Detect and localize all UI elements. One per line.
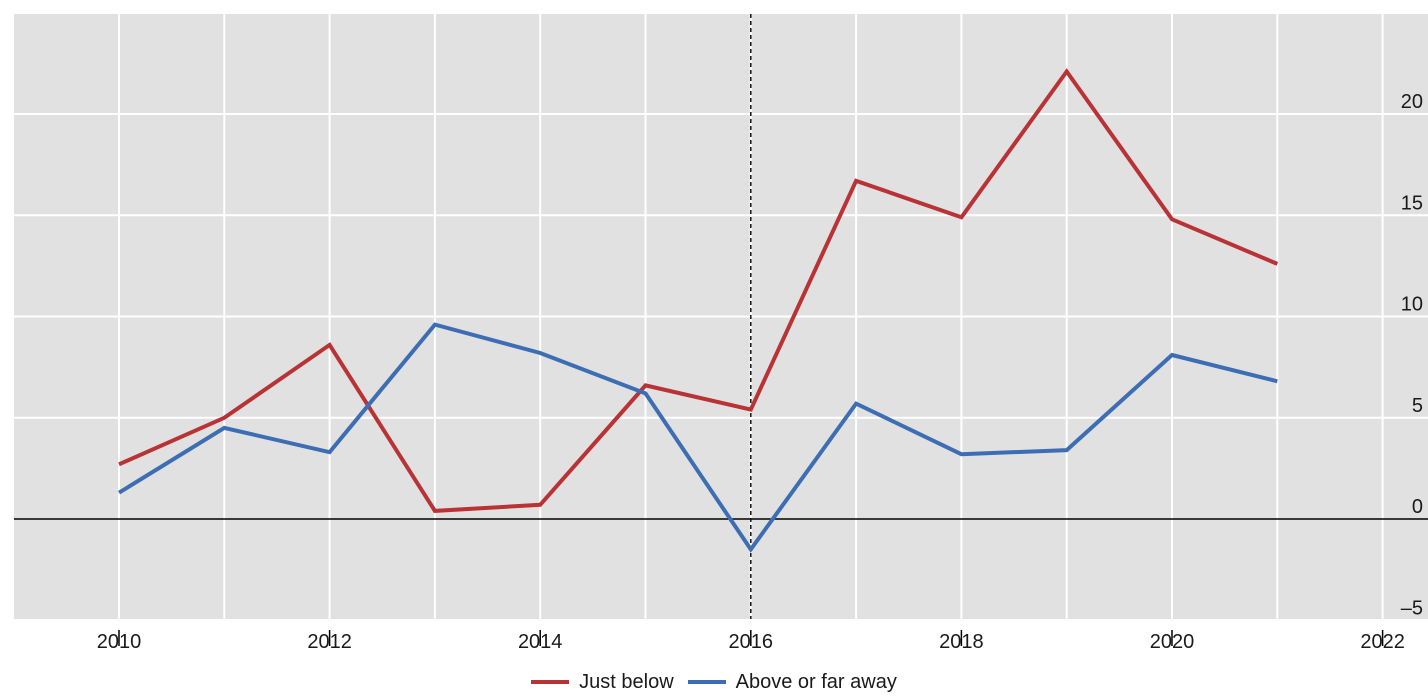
y-tick-label-neg5: –5: [1401, 597, 1423, 619]
y-tick-label-15: 15: [1401, 192, 1423, 214]
legend-item-above-or-far-away: Above or far away: [687, 670, 897, 694]
x-tick-label-2010: 2010: [97, 631, 142, 653]
legend-swatch-above-or-far-away: [687, 680, 726, 684]
grid-lines: [14, 14, 1428, 619]
series-line-just-below: [118, 68, 1279, 513]
x-tick-label-2014: 2014: [518, 631, 563, 653]
reference-lines: [14, 14, 1428, 619]
series-line-above-or-far-away: [117, 322, 1278, 553]
tick-labels: 2010 2012 2014 2016 2018 2020 2022 20 15 10 5 0 –5: [97, 91, 1423, 653]
legend-label-just-below: Just below: [579, 670, 674, 693]
legend-swatch-just-below: [531, 680, 570, 684]
legend-label-above-or-far-away: Above or far away: [735, 670, 897, 693]
x-tick-label-2020: 2020: [1150, 631, 1195, 653]
axis-ticks: [118, 630, 1384, 646]
x-tick-label-2018: 2018: [939, 631, 984, 653]
x-tick-label-2012: 2012: [307, 631, 352, 653]
y-tick-label-10: 10: [1401, 294, 1423, 316]
series-lines: [117, 68, 1279, 553]
legend-item-just-below: Just below: [531, 671, 674, 694]
legend: Just below Above or far away: [0, 668, 1428, 696]
x-tick-label-2016: 2016: [729, 631, 774, 653]
y-tick-label-0: 0: [1412, 496, 1423, 518]
y-tick-label-20: 20: [1401, 91, 1423, 113]
x-tick-label-2022: 2022: [1360, 631, 1405, 653]
y-tick-label-5: 5: [1412, 395, 1423, 417]
